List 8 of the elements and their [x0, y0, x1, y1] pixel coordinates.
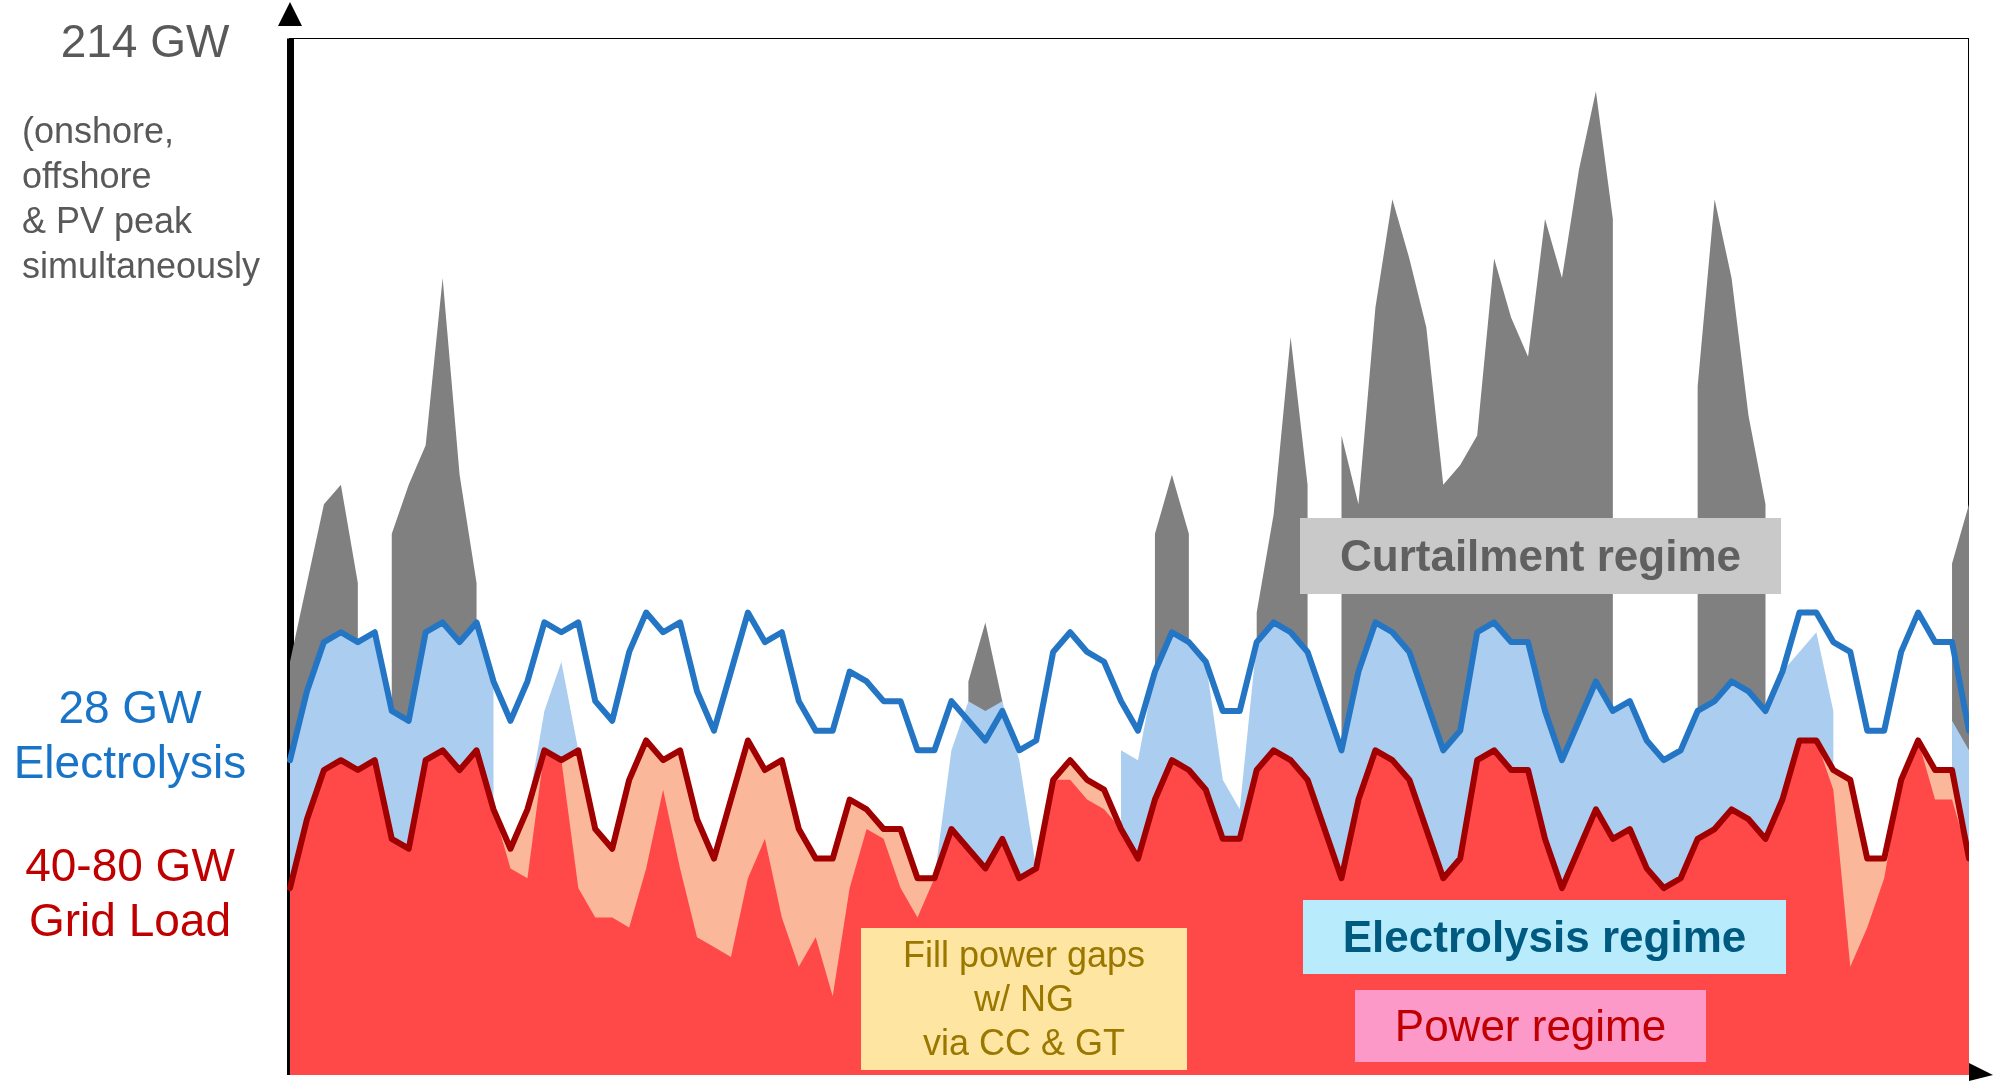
- annotation: Curtailment regime: [1300, 518, 1781, 594]
- text: 28 GW Electrolysis: [12, 680, 248, 791]
- text: 214 GW: [59, 14, 231, 69]
- text: (onshore, offshore & PV peak simultaneously: [22, 109, 262, 288]
- annotation: Power regime: [1355, 990, 1706, 1062]
- annotation: Fill power gaps w/ NG via CC & GT: [861, 928, 1187, 1070]
- annotation: Electrolysis regime: [1303, 900, 1786, 974]
- text: 40-80 GW Grid Load: [24, 838, 236, 949]
